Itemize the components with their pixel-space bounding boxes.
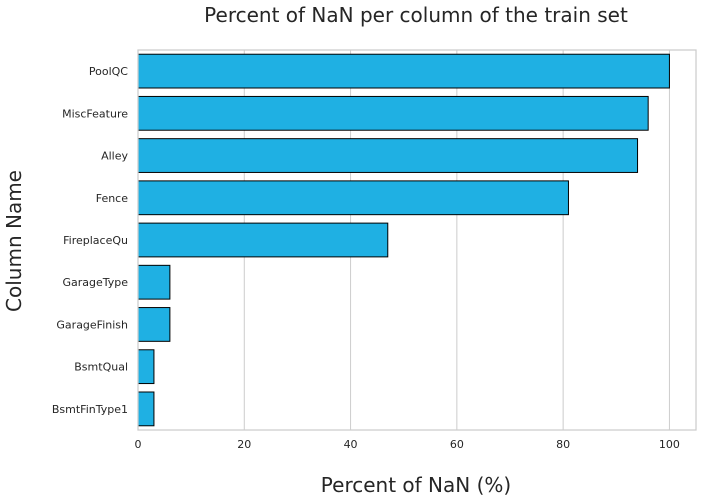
bar-poolqc: [137, 53, 670, 89]
bar-garagetype: [137, 264, 171, 300]
x-tick-label: 60: [450, 438, 464, 451]
y-axis-label: Column Name: [2, 170, 26, 312]
y-tick-label: Alley: [101, 150, 128, 163]
x-axis-label: Percent of NaN (%): [321, 473, 511, 497]
x-tick-label: 0: [135, 438, 142, 451]
y-tick-label: GarageFinish: [56, 318, 128, 331]
bar-garagefinish: [137, 307, 171, 342]
y-tick-label: GarageType: [62, 276, 128, 289]
y-tick-label: MiscFeature: [62, 107, 128, 120]
x-tick-label: 40: [344, 438, 358, 451]
x-tick-label: 100: [659, 438, 680, 451]
x-tick-labels: 0 20 40 60 80 100: [135, 438, 680, 451]
bar-fence: [137, 180, 569, 216]
chart-title: Percent of NaN per column of the train s…: [204, 3, 628, 27]
bar-miscfeature: [137, 95, 649, 131]
plot-frame: [137, 49, 697, 431]
x-tick-label: 80: [556, 438, 570, 451]
y-tick-labels: PoolQC MiscFeature Alley Fence FireplaceQu Ga…: [52, 65, 129, 416]
x-tick-label: 20: [237, 438, 251, 451]
bar-bsmtfintype1: [137, 391, 155, 427]
y-tick-label: BsmtFinType1: [52, 403, 128, 416]
y-tick-label: FireplaceQu: [63, 234, 128, 247]
y-tick-label: PoolQC: [89, 65, 128, 78]
bars: [137, 53, 670, 427]
bar-bsmtqual: [137, 349, 155, 385]
bar-alley: [137, 138, 639, 173]
y-tick-label: Fence: [96, 192, 129, 205]
bar-fireplacequ: [137, 222, 389, 258]
y-tick-label: BsmtQual: [74, 361, 128, 374]
